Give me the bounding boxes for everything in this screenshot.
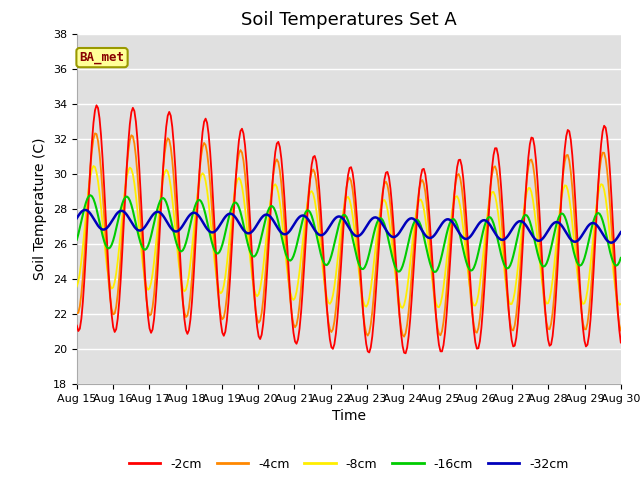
Text: BA_met: BA_met: [79, 51, 125, 64]
Legend: -2cm, -4cm, -8cm, -16cm, -32cm: -2cm, -4cm, -8cm, -16cm, -32cm: [124, 453, 573, 476]
X-axis label: Time: Time: [332, 409, 366, 423]
Y-axis label: Soil Temperature (C): Soil Temperature (C): [33, 138, 47, 280]
Title: Soil Temperatures Set A: Soil Temperatures Set A: [241, 11, 457, 29]
